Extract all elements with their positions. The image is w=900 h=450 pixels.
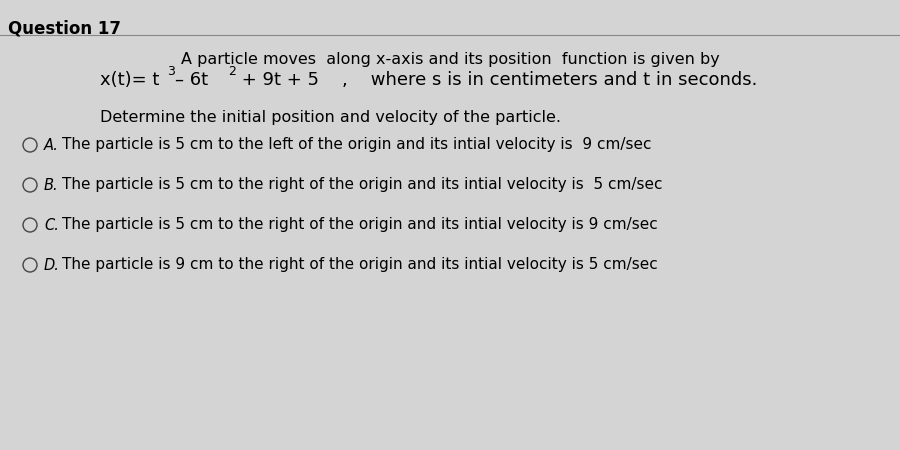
- Text: 3: 3: [167, 65, 175, 78]
- Text: The particle is 5 cm to the right of the origin and its intial velocity is  5 cm: The particle is 5 cm to the right of the…: [62, 177, 662, 193]
- Text: A.: A.: [44, 138, 58, 153]
- Text: The particle is 9 cm to the right of the origin and its intial velocity is 5 cm/: The particle is 9 cm to the right of the…: [62, 257, 658, 273]
- Text: x(t)= t: x(t)= t: [100, 71, 159, 89]
- Text: – 6t: – 6t: [175, 71, 208, 89]
- Text: The particle is 5 cm to the right of the origin and its intial velocity is 9 cm/: The particle is 5 cm to the right of the…: [62, 217, 658, 233]
- Text: Determine the initial position and velocity of the particle.: Determine the initial position and veloc…: [100, 110, 561, 125]
- Text: The particle is 5 cm to the left of the origin and its intial velocity is  9 cm/: The particle is 5 cm to the left of the …: [62, 138, 652, 153]
- Text: B.: B.: [44, 177, 58, 193]
- Text: C.: C.: [44, 217, 58, 233]
- Text: Question 17: Question 17: [8, 20, 121, 38]
- Text: 2: 2: [228, 65, 236, 78]
- Text: + 9t + 5    ,    where s is in centimeters and t in seconds.: + 9t + 5 , where s is in centimeters and…: [236, 71, 758, 89]
- Text: A particle moves  along x-axis and its position  function is given by: A particle moves along x-axis and its po…: [181, 52, 719, 67]
- Text: D.: D.: [44, 257, 60, 273]
